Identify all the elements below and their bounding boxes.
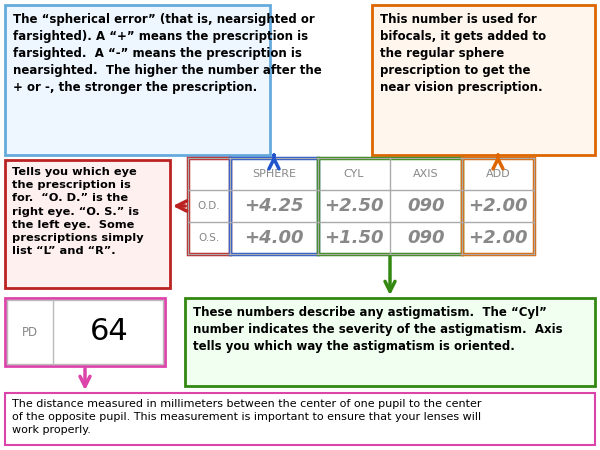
Text: CYL: CYL [344, 169, 364, 179]
Bar [318, 158, 462, 254]
Bar [5, 160, 170, 288]
Text: PD: PD [22, 325, 38, 338]
Text: +2.00: +2.00 [468, 229, 528, 247]
Text: +2.00: +2.00 [468, 197, 528, 215]
Bar [188, 158, 230, 254]
Text: +4.00: +4.00 [244, 229, 304, 247]
Bar [372, 5, 595, 155]
Bar [188, 158, 534, 254]
Text: O.S.: O.S. [199, 233, 220, 243]
Text: 090: 090 [407, 229, 445, 247]
Text: 090: 090 [407, 197, 445, 215]
Bar [7, 300, 163, 364]
Text: 64: 64 [89, 318, 128, 346]
Text: +2.50: +2.50 [324, 197, 384, 215]
Text: Tells you which eye
the prescription is
for.  “O. D.” is the
right eye. “O. S.” : Tells you which eye the prescription is … [12, 167, 143, 256]
Text: +1.50: +1.50 [324, 229, 384, 247]
Text: These numbers describe any astigmatism.  The “Cyl”
number indicates the severity: These numbers describe any astigmatism. … [193, 306, 563, 353]
Text: AXIS: AXIS [413, 169, 439, 179]
Bar [185, 298, 595, 386]
Text: The distance measured in millimeters between the center of one pupil to the cent: The distance measured in millimeters bet… [12, 399, 482, 436]
Text: ADD: ADD [485, 169, 511, 179]
Bar [230, 158, 318, 254]
Bar [5, 5, 270, 155]
Text: This number is used for
bifocals, it gets added to
the regular sphere
prescripti: This number is used for bifocals, it get… [380, 13, 546, 94]
Bar [5, 298, 165, 366]
Text: +4.25: +4.25 [244, 197, 304, 215]
Bar [5, 393, 595, 445]
Text: SPHERE: SPHERE [252, 169, 296, 179]
Text: The “spherical error” (that is, nearsighted or
farsighted). A “+” means the pres: The “spherical error” (that is, nearsigh… [13, 13, 322, 94]
Bar [462, 158, 534, 254]
Text: O.D.: O.D. [197, 201, 220, 211]
